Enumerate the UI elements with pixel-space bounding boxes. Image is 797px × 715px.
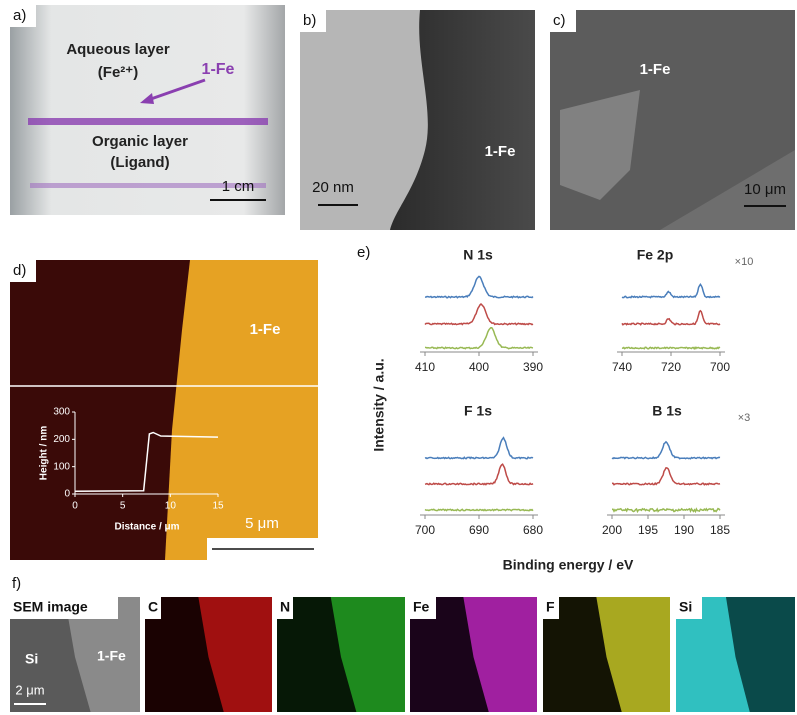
- spectrum: [425, 464, 533, 485]
- multiplier: ×10: [735, 256, 754, 268]
- x-tick-label: 5: [120, 501, 126, 512]
- spectrum: [425, 328, 533, 349]
- x-tick-label: 690: [469, 523, 489, 537]
- plot-title: Fe 2p: [637, 247, 674, 263]
- spectrum: [425, 509, 533, 510]
- spectrum: [425, 304, 533, 325]
- text: 1-Fe: [202, 61, 235, 78]
- x-tick-label: 700: [710, 360, 730, 374]
- panel-label: f): [12, 575, 21, 592]
- tile-title: SEM image: [13, 599, 88, 615]
- tile-title: F: [546, 599, 555, 615]
- text: 1-Fe: [485, 143, 516, 160]
- spectrum: [622, 284, 720, 297]
- x-tick-label: 200: [602, 523, 622, 537]
- y-axis-label: Height / nm: [39, 426, 50, 481]
- panel-label: b): [303, 12, 316, 29]
- tile-title: Si: [679, 599, 692, 615]
- x-tick-label: 390: [523, 360, 543, 374]
- panel-e: e) Intensity / a.u. Binding energy / eV …: [357, 244, 753, 573]
- sample-region: [165, 260, 318, 560]
- scale-bar-label: 20 nm: [312, 179, 354, 196]
- spectrum: [612, 442, 720, 459]
- scale-bar-label: 10 μm: [744, 181, 786, 198]
- y-tick-label: 100: [53, 461, 70, 472]
- panel-f: f) SEM image C N Fe F Si Si 1-Fe 2 μm: [10, 575, 795, 712]
- x-tick-label: 190: [674, 523, 694, 537]
- panel-label: a): [13, 7, 26, 24]
- x-axis-label: Binding energy / eV: [503, 557, 634, 573]
- tile-title: N: [280, 599, 290, 615]
- spectrum: [425, 438, 533, 459]
- x-tick-label: 680: [523, 523, 543, 537]
- text: (Ligand): [110, 154, 169, 171]
- tile-title: Fe: [413, 599, 430, 615]
- x-tick-label: 185: [710, 523, 730, 537]
- spectrum: [622, 311, 720, 325]
- multiplier: ×3: [738, 412, 751, 424]
- region-label: Si: [25, 651, 38, 667]
- spectrum: [425, 276, 533, 297]
- text: (Fe²⁺): [98, 64, 138, 81]
- x-axis-label: Distance / μm: [114, 522, 179, 533]
- panel-b: b) 1-Fe 20 nm: [300, 10, 535, 230]
- text: 1-Fe: [250, 321, 281, 338]
- panel-label: c): [553, 12, 566, 29]
- panel-label: d): [13, 262, 26, 279]
- spectrum: [622, 347, 720, 348]
- plot-title: N 1s: [463, 247, 493, 263]
- y-tick-label: 0: [64, 489, 70, 500]
- interface-layer: [28, 118, 268, 125]
- x-tick-label: 740: [612, 360, 632, 374]
- x-tick-label: 400: [469, 360, 489, 374]
- sample-label: 1-Fe: [97, 648, 126, 664]
- panel-c: c) 1-Fe 10 μm: [550, 10, 795, 230]
- text: Aqueous layer: [66, 41, 170, 58]
- x-tick-label: 15: [212, 501, 224, 512]
- y-tick-label: 300: [53, 407, 70, 418]
- scale-bar-label: 1 cm: [222, 178, 255, 195]
- x-tick-label: 10: [165, 501, 177, 512]
- tile-title: C: [148, 599, 158, 615]
- x-tick-label: 410: [415, 360, 435, 374]
- x-tick-label: 195: [638, 523, 658, 537]
- y-axis-label: Intensity / a.u.: [371, 358, 387, 451]
- panel-label: e): [357, 244, 370, 261]
- x-tick-label: 720: [661, 360, 681, 374]
- figure: a) Aqueous layer (Fe²⁺) 1-Fe Organic lay…: [0, 0, 797, 715]
- x-tick-label: 0: [72, 501, 78, 512]
- panel-a: a) Aqueous layer (Fe²⁺) 1-Fe Organic lay…: [10, 5, 285, 215]
- text: Organic layer: [92, 133, 188, 150]
- plot-title: B 1s: [652, 403, 682, 419]
- text: 1-Fe: [640, 61, 671, 78]
- spectrum: [612, 468, 720, 485]
- x-tick-label: 700: [415, 523, 435, 537]
- scale-bar-label: 2 μm: [15, 682, 44, 697]
- spectrum: [612, 509, 720, 512]
- y-tick-label: 200: [53, 434, 70, 445]
- plot-title: F 1s: [464, 403, 492, 419]
- scale-bar-label: 5 μm: [245, 515, 279, 532]
- panel-d: d) 1-Fe 5 μm Distance / μm Height / nm 0…: [10, 260, 318, 560]
